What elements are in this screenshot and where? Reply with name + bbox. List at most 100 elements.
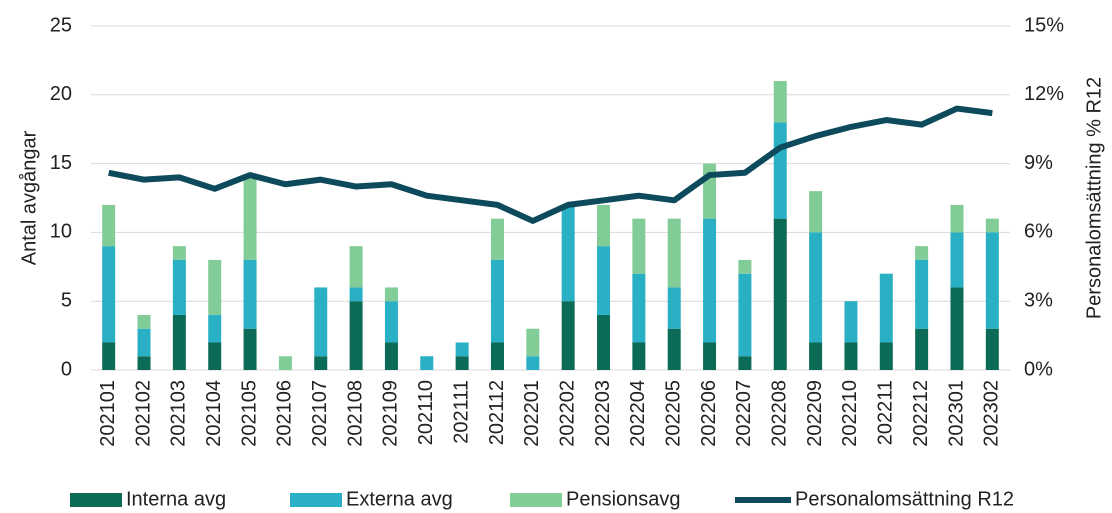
bar [208, 342, 222, 370]
legend-label: Interna avg [126, 488, 226, 510]
x-tick-label: 202110 [415, 380, 437, 445]
y2-tick-label: 3% [1024, 289, 1053, 311]
y-tick-label: 15 [50, 152, 72, 174]
bar [455, 356, 469, 370]
bar [738, 273, 752, 357]
x-tick-label: 202107 [309, 380, 331, 447]
bar [915, 246, 929, 260]
bar [349, 287, 363, 302]
bar [773, 122, 787, 219]
x-tick-label: 202102 [132, 380, 154, 447]
bar [243, 259, 257, 329]
x-tick-label: 202206 [698, 380, 720, 447]
x-tick-label: 202105 [238, 380, 260, 447]
bar [137, 356, 151, 370]
x-tick-label: 202203 [592, 380, 614, 447]
bar [455, 342, 469, 357]
legend-swatch [290, 493, 342, 507]
bar [208, 314, 222, 343]
legend-swatch [70, 493, 122, 507]
bar [809, 232, 823, 343]
bar [773, 81, 787, 123]
x-tick-label: 202205 [662, 380, 684, 447]
bar [597, 204, 611, 247]
line-series [108, 105, 993, 224]
bar [490, 259, 504, 343]
x-tick-label: 202211 [875, 380, 897, 445]
bar [879, 273, 893, 343]
bar [844, 342, 858, 370]
bar [809, 342, 823, 370]
bar [102, 342, 116, 370]
bar [243, 328, 257, 370]
y2-axis-label: Personalomsättning % R12 [1083, 77, 1105, 319]
x-tick-label: 202301 [945, 380, 967, 447]
bar [314, 356, 328, 370]
bar [950, 204, 964, 233]
y-tick-label: 25 [50, 14, 72, 36]
bar [703, 218, 717, 343]
y-tick-label: 10 [50, 221, 72, 243]
bar [278, 356, 292, 370]
legend-label: Pensionsavg [566, 488, 681, 510]
bar [172, 314, 186, 370]
bar [597, 246, 611, 315]
y2-tick-label: 12% [1024, 83, 1064, 105]
bar [137, 328, 151, 357]
bar [632, 218, 646, 274]
y2-tick-label: 9% [1024, 152, 1053, 174]
bar [985, 218, 999, 233]
bar [597, 314, 611, 370]
legend-swatch [510, 493, 562, 507]
bar [243, 177, 257, 260]
y2-tick-label: 15% [1024, 14, 1064, 36]
x-tick-label: 202201 [521, 380, 543, 447]
bar [490, 218, 504, 260]
x-tick-label: 202207 [733, 380, 755, 447]
bar [844, 301, 858, 343]
bar [915, 259, 929, 329]
x-tick-label: 202209 [804, 380, 826, 447]
bar [773, 218, 787, 370]
bar [420, 356, 434, 370]
bar [526, 356, 540, 370]
bar [738, 356, 752, 370]
bar [384, 342, 398, 370]
bar [349, 246, 363, 288]
x-tick-label: 202210 [839, 380, 861, 447]
bar [667, 218, 681, 288]
bar [208, 259, 222, 315]
bar [809, 191, 823, 233]
x-tick-label: 202101 [97, 380, 119, 447]
bar [667, 328, 681, 370]
y2-tick-label: 0% [1024, 358, 1053, 380]
bar [314, 287, 328, 357]
bar [526, 328, 540, 357]
y2-tick-label: 6% [1024, 221, 1053, 243]
x-tick-label: 202106 [274, 380, 296, 447]
x-tick-label: 202108 [344, 380, 366, 447]
bar [490, 342, 504, 370]
legend-label: Externa avg [346, 488, 453, 510]
x-tick-label: 202103 [168, 380, 190, 447]
y-axis-label: Antal avgångar [18, 130, 40, 265]
bar [349, 301, 363, 370]
bar [738, 259, 752, 274]
bar [561, 204, 575, 302]
bar [950, 232, 964, 288]
bar [632, 273, 646, 343]
x-tick-label: 202104 [203, 380, 225, 447]
bar [985, 232, 999, 329]
x-tick-label: 202109 [380, 380, 402, 447]
bar [985, 328, 999, 370]
y-tick-label: 5 [61, 289, 72, 311]
x-tick-label: 202212 [910, 380, 932, 447]
x-tick-label: 202208 [769, 380, 791, 447]
bar [950, 287, 964, 370]
y-tick-label: 20 [50, 83, 72, 105]
x-tick-label: 202302 [981, 380, 1003, 447]
x-tick-label: 202204 [627, 380, 649, 447]
bar [102, 204, 116, 247]
bar [703, 342, 717, 370]
